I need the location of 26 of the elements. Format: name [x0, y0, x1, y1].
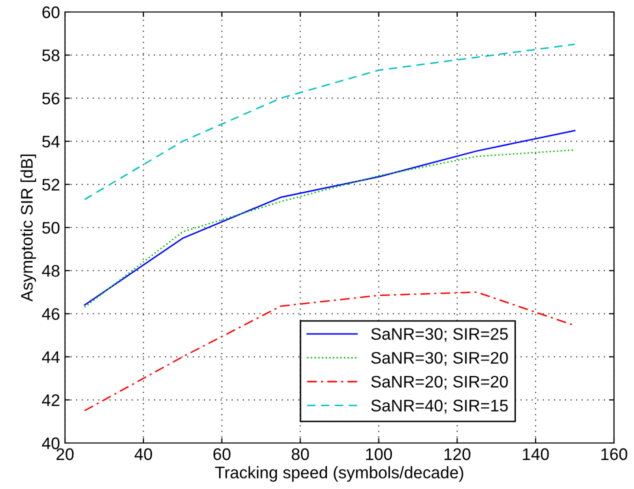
legend-label: SaNR=20; SIR=20 [371, 376, 508, 390]
legend-label: SaNR=40; SIR=15 [371, 400, 508, 414]
y-tick-label: 50 [42, 222, 60, 234]
legend-label: SaNR=30; SIR=25 [371, 328, 508, 342]
x-tick-label: 60 [213, 448, 230, 460]
y-tick-label: 46 [42, 308, 60, 320]
y-tick-label: 60 [42, 6, 60, 18]
legend-label: SaNR=30; SIR=20 [371, 352, 508, 366]
y-tick-label: 48 [42, 265, 60, 277]
x-tick-label: 100 [366, 448, 392, 460]
y-tick-label: 56 [42, 92, 60, 104]
y-tick-label: 40 [42, 437, 60, 450]
x-tick-label: 40 [134, 448, 152, 460]
x-tick-label: 140 [522, 448, 549, 460]
y-axis-title: Asymptotic SIR [dB] [20, 154, 36, 302]
x-tick-label: 80 [292, 448, 309, 460]
line-series [84, 44, 576, 200]
y-tick-label: 42 [42, 394, 60, 406]
y-tick-label: 54 [42, 136, 60, 148]
y-tick-label: 58 [42, 50, 60, 62]
x-axis-title: Tracking speed (symbols/decade) [215, 466, 464, 482]
x-tick-label: 120 [444, 448, 470, 460]
x-tick-label: 160 [601, 448, 628, 460]
x-tick-label: 20 [56, 448, 74, 460]
y-tick-label: 52 [42, 178, 60, 191]
y-tick-label: 44 [42, 351, 60, 363]
